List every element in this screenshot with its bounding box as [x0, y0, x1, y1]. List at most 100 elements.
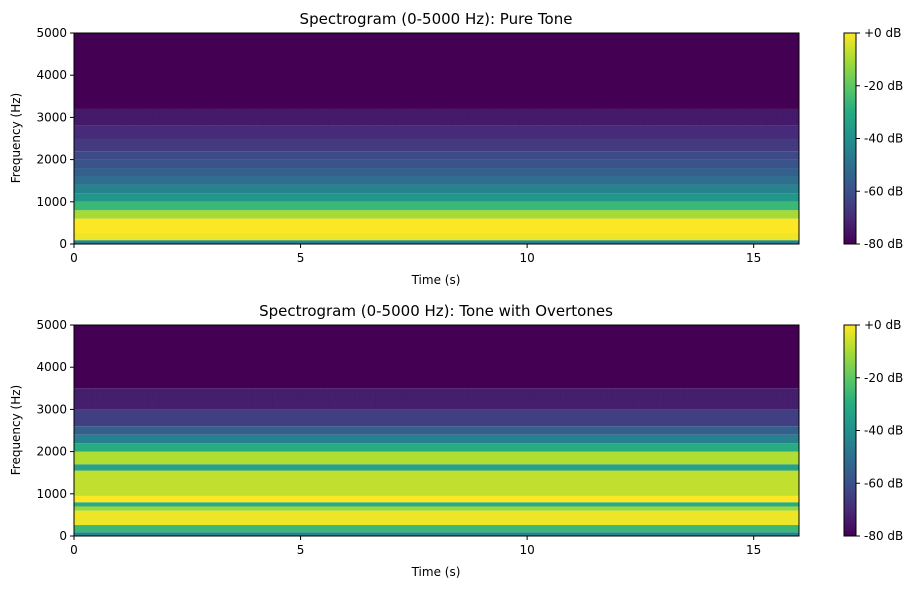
spectrogram-striation [251, 108, 253, 126]
spectrogram-striation [364, 108, 366, 124]
spectrogram-band [74, 409, 799, 427]
spectrogram-band [74, 510, 799, 526]
spectrogram-striation [467, 388, 469, 401]
spectrogram-striation [142, 388, 145, 397]
spectrogram-band [74, 151, 799, 160]
spectrogram-striation [168, 108, 170, 123]
spectrogram-striation [652, 388, 654, 409]
spectrogram-striation [76, 108, 78, 115]
spectrogram-striation [570, 388, 572, 398]
spectrogram-striation [724, 108, 727, 121]
spectrogram-striation [137, 388, 139, 410]
spectrogram-striation [209, 108, 212, 117]
spectrogram-striation [791, 388, 794, 404]
spectrogram-band [74, 33, 799, 109]
spectrogram-band [74, 525, 799, 533]
spectrogram-striation [421, 108, 423, 123]
spectrogram-striation [745, 388, 747, 408]
spectrogram-striation [575, 108, 577, 126]
spectrogram-striation [477, 108, 479, 122]
spectrogram-striation [374, 108, 376, 126]
spectrogram-striation [755, 108, 757, 126]
spectrogram-striation [591, 108, 593, 119]
spectrogram-striation [204, 108, 206, 126]
x-tick-label: 5 [297, 251, 305, 265]
spectrogram-striation [776, 388, 778, 409]
spectrogram-striation [621, 108, 624, 125]
spectrogram-band [74, 502, 799, 507]
spectrogram-striation [426, 108, 428, 122]
spectrogram-striation [230, 388, 232, 405]
spectrogram-band [74, 168, 799, 177]
spectrogram-striation [719, 388, 721, 408]
colorbar-tick-label: +0 dB [864, 26, 901, 40]
spectrogram-panel-overtones: Spectrogram (0-5000 Hz): Tone with Overt… [9, 302, 903, 579]
spectrogram-striation [451, 108, 454, 126]
spectrogram-striation [750, 108, 752, 119]
spectrogram-striation [503, 388, 505, 399]
spectrogram-striation [256, 388, 258, 398]
y-tick-label: 3000 [36, 110, 67, 124]
spectrogram-striation [513, 388, 515, 395]
spectrogram-striation [137, 108, 139, 126]
y-tick-label: 1000 [36, 487, 67, 501]
y-tick-label: 5000 [36, 26, 67, 40]
spectrogram-striation [493, 108, 495, 120]
spectrogram-striation [755, 388, 757, 410]
spectrogram-striation [591, 388, 593, 400]
spectrogram-striation [256, 108, 258, 117]
spectrogram-striation [462, 108, 464, 126]
spectrogram-striation [333, 108, 335, 117]
spectrogram-striation [786, 108, 788, 125]
spectrogram-striation [436, 388, 438, 401]
spectrogram-striation [601, 388, 603, 404]
spectrogram-striation [323, 388, 325, 396]
heatmap [74, 33, 799, 244]
spectrogram-striation [158, 108, 160, 125]
spectrogram-striation [158, 388, 160, 408]
y-tick-label: 2000 [36, 153, 67, 167]
spectrogram-striation [508, 108, 510, 126]
spectrogram-striation [312, 388, 315, 400]
spectrogram-striation [91, 388, 93, 409]
spectrogram-striation [168, 388, 170, 406]
spectrogram-striation [426, 388, 428, 404]
spectrogram-striation [81, 388, 83, 410]
spectrogram-striation [354, 108, 356, 122]
spectrogram-striation [699, 108, 701, 126]
y-tick-label: 5000 [36, 318, 67, 332]
y-tick-label: 1000 [36, 195, 67, 209]
spectrogram-striation [215, 388, 217, 409]
spectrogram-striation [421, 388, 423, 406]
spectrogram-band [74, 434, 799, 444]
spectrogram-band [74, 470, 799, 496]
spectrogram-striation [508, 388, 510, 410]
spectrogram-striation [379, 108, 382, 117]
spectrogram-striation [493, 388, 495, 403]
spectrogram-striation [683, 388, 685, 402]
spectrogram-band [74, 451, 799, 465]
spectrogram-striation [518, 388, 521, 410]
spectrogram-striation [81, 108, 83, 126]
spectrogram-striation [410, 108, 412, 121]
spectrogram-striation [781, 388, 783, 401]
spectrogram-striation [276, 388, 279, 400]
spectrogram-striation [766, 388, 768, 410]
spectrogram-striation [415, 388, 418, 407]
x-tick-label: 10 [519, 543, 534, 557]
spectrogram-striation [390, 108, 392, 115]
x-tick-label: 5 [297, 543, 305, 557]
spectrogram-striation [179, 108, 181, 121]
spectrogram-striation [106, 388, 109, 405]
spectrogram-striation [173, 108, 176, 124]
spectrogram-striation [488, 388, 490, 407]
spectrogram-striation [395, 108, 397, 126]
spectrogram-striation [735, 388, 737, 406]
spectrogram-striation [771, 108, 773, 116]
spectrogram-striation [405, 108, 407, 125]
spectrogram-striation [127, 108, 129, 126]
spectrogram-striation [333, 388, 335, 398]
spectrogram-striation [292, 388, 294, 406]
y-axis-label: Frequency (Hz) [9, 93, 23, 184]
spectrogram-striation [153, 388, 155, 400]
